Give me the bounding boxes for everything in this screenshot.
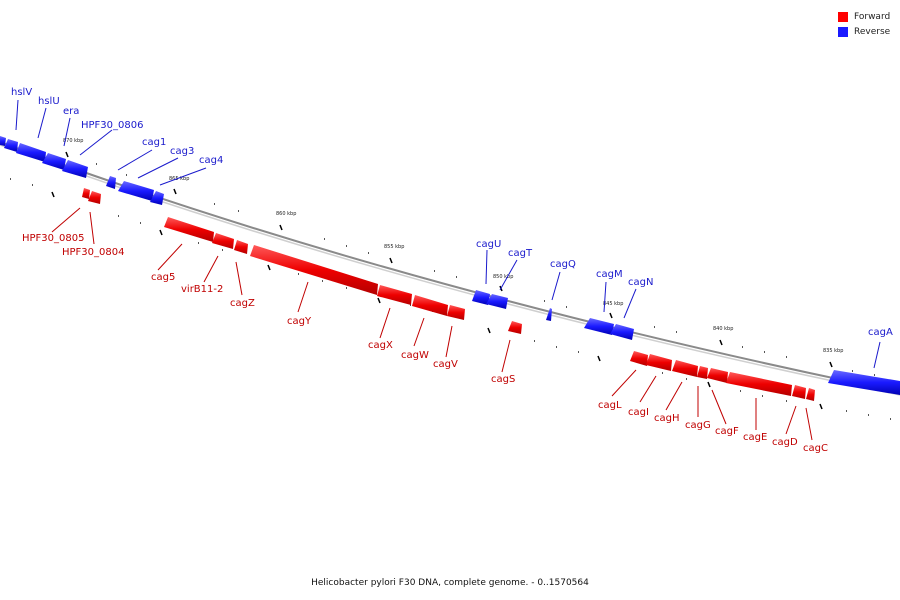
gene-arrow-cagM[interactable] [584,318,614,335]
kbp-label-835: 835 kbp [823,348,843,354]
reverse-swatch [838,26,848,37]
forward-strand-genes [82,188,815,401]
gene-arrow-hpf30-0804[interactable] [88,191,101,204]
kbp-label-850: 850 kbp [493,274,513,280]
gene-label-cagI: cagI [628,407,649,418]
gene-arrow-cagL[interactable] [630,351,648,366]
gene-arrow-cagX[interactable] [377,285,412,305]
gene-label-cag4: cag4 [199,155,223,166]
genome-backbone-shadow [0,144,900,396]
gene-arrow-hslU[interactable] [4,139,18,152]
gene-label-cagF: cagF [715,426,739,437]
scale-minor-ticks [10,163,891,420]
gene-label-cagG: cagG [685,420,711,431]
forward-swatch [838,11,848,22]
gene-label-era: era [63,106,79,117]
gene-arrow-hpf30-0806[interactable] [42,153,66,170]
genome-caption: Helicobacter pylori F30 DNA, complete ge… [311,578,589,588]
kbp-label-845: 845 kbp [603,301,623,307]
gene-arrow-cagF[interactable] [707,368,728,383]
gene-label-cagM: cagM [596,269,623,280]
gene-arrow-cagG[interactable] [697,366,708,379]
kbp-label-870: 870 kbp [63,138,83,144]
gene-arrow-cag4[interactable] [118,181,154,201]
gene-arrow-cagQ[interactable] [546,308,552,321]
gene-arrow-cag4b[interactable] [150,191,164,205]
genome-backbone [0,141,900,393]
gene-label-cagW: cagW [401,350,429,361]
gene-label-cagL: cagL [598,400,622,411]
forward-callout-lines [51,207,813,441]
gene-arrow-hslV[interactable] [0,136,6,146]
legend-forward-label: Forward [854,11,891,22]
gene-label-cagD: cagD [772,437,798,448]
gene-label-cag5: cag5 [151,272,175,283]
gene-arrow-virB11-2[interactable] [212,233,234,249]
gene-label-cagN: cagN [628,277,653,288]
reverse-strand-genes [0,136,900,395]
legend-reverse: Reverse [838,24,890,39]
gene-label-cagT: cagT [508,248,533,259]
gene-arrow-cagV[interactable] [447,305,465,320]
gene-arrow-cagE[interactable] [726,372,792,396]
gene-label-cagE: cagE [743,432,767,443]
gene-label-hslV: hslV [11,87,32,98]
gene-label-virB11-2: virB11-2 [181,284,223,295]
gene-arrow-cagS[interactable] [508,321,522,334]
gene-arrow-cagI[interactable] [646,354,672,371]
gene-arrow-cagW[interactable] [412,295,448,316]
kbp-label-860: 860 kbp [276,211,296,217]
gene-label-cag1: cag1 [142,137,166,148]
gene-label-cagY: cagY [287,316,312,327]
kbp-label-855: 855 kbp [384,244,404,250]
gene-label-cagZ: cagZ [230,298,255,309]
gene-arrow-cagT[interactable] [486,294,508,309]
legend-forward: Forward [838,9,890,24]
gene-label-hslU: hslU [38,96,60,107]
gene-label-cagQ: cagQ [550,259,576,270]
gene-arrow-hpf30-0805[interactable] [82,188,90,199]
gene-arrow-cagA[interactable] [828,370,900,395]
gene-label-hpf30-0804: HPF30_0804 [62,247,124,258]
gene-label-cagS: cagS [491,374,515,385]
reverse-callout-lines [15,99,881,369]
gene-label-cagH: cagH [654,413,680,424]
gene-arrow-cagC[interactable] [806,388,815,401]
gene-arrow-cagN[interactable] [610,324,634,340]
legend: Forward Reverse [838,9,890,39]
gene-arrow-cagD[interactable] [792,385,806,399]
gene-label-cagC: cagC [803,443,828,454]
gene-label-hpf30-0806: HPF30_0806 [81,120,143,131]
gene-arrow-cagH[interactable] [672,360,698,377]
gene-label-cag3: cag3 [170,146,194,157]
gene-label-hpf30-0805: HPF30_0805 [22,233,84,244]
gene-label-cagA: cagA [868,327,893,338]
gene-label-cagX: cagX [368,340,393,351]
gene-arrow-cag5[interactable] [164,217,214,242]
kbp-label-865: 865 kbp [169,176,189,182]
gene-arrow-cag1[interactable] [62,160,88,178]
kbp-label-840: 840 kbp [713,326,733,332]
gene-label-cagV: cagV [433,359,458,370]
gene-arrow-cagY[interactable] [250,245,378,295]
gene-arrow-cagZ[interactable] [234,240,248,254]
gene-arrow-cag3[interactable] [106,176,116,189]
gene-label-cagU: cagU [476,239,501,250]
gene-arrow-era[interactable] [16,143,46,162]
gene-arrow-cagU[interactable] [472,290,490,305]
legend-reverse-label: Reverse [854,26,891,37]
